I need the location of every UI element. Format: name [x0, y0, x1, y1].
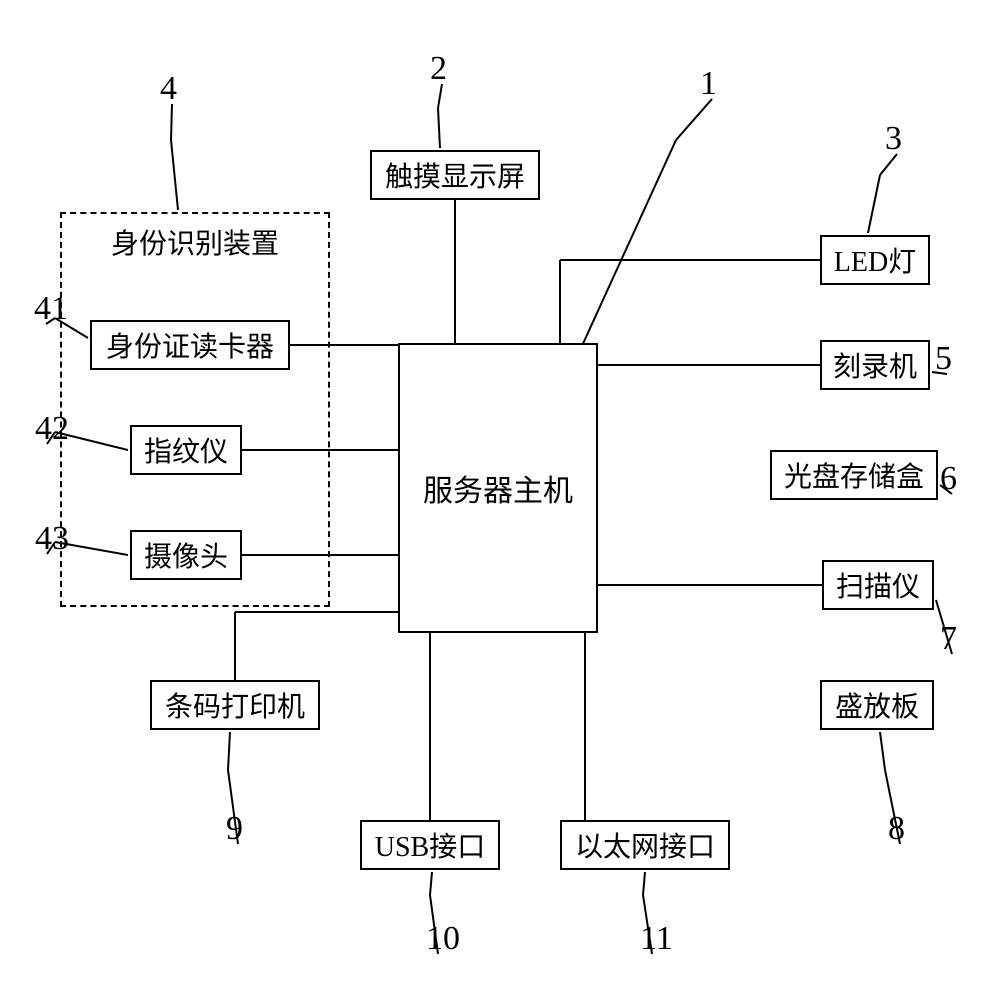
callout-number-11: 11 — [640, 920, 673, 958]
eth_port-block: 以太网接口 — [560, 820, 730, 870]
callout-number-10: 10 — [426, 920, 460, 958]
callout-number-8: 8 — [888, 810, 905, 848]
diagram-canvas: 身份识别装置服务器主机 触摸显示屏 LED灯刻录机光盘存储盒扫描仪盛放板 条码打印机 U… — [0, 0, 983, 1000]
camera-block: 摄像头 — [130, 530, 242, 580]
callout-number-9: 9 — [226, 810, 243, 848]
id_card_reader-label: 身份证读卡器 — [106, 325, 274, 365]
callout-number-6: 6 — [940, 460, 957, 498]
camera-label: 摄像头 — [144, 535, 228, 575]
disk_box-label: 光盘存储盒 — [784, 455, 924, 495]
led_light-block: LED灯 — [820, 235, 930, 285]
server-host-block: 服务器主机 — [398, 343, 598, 633]
disk_box-block: 光盘存储盒 — [770, 450, 938, 500]
usb_port-label: USB接口 — [375, 825, 485, 865]
barcode_printer-label: 条码打印机 — [165, 685, 305, 725]
fingerprint-label: 指纹仪 — [144, 430, 228, 470]
burner-block: 刻录机 — [820, 340, 930, 390]
touch_screen-label: 触摸显示屏 — [385, 155, 525, 195]
callout-number-42: 42 — [35, 410, 69, 448]
usb_port-block: USB接口 — [360, 820, 500, 870]
eth_port-label: 以太网接口 — [575, 825, 715, 865]
callout-number-7: 7 — [940, 620, 957, 658]
callout-number-43: 43 — [35, 520, 69, 558]
led_light-label: LED灯 — [834, 240, 916, 280]
burner-label: 刻录机 — [833, 345, 917, 385]
scanner-block: 扫描仪 — [822, 560, 934, 610]
touch_screen-block: 触摸显示屏 — [370, 150, 540, 200]
callout-number-3: 3 — [885, 120, 902, 158]
callout-number-5: 5 — [935, 340, 952, 378]
fingerprint-block: 指纹仪 — [130, 425, 242, 475]
tray-label: 盛放板 — [835, 685, 919, 725]
scanner-label: 扫描仪 — [836, 565, 920, 605]
tray-block: 盛放板 — [820, 680, 934, 730]
callout-number-41: 41 — [34, 290, 68, 328]
id_card_reader-block: 身份证读卡器 — [90, 320, 290, 370]
callout-number-1: 1 — [700, 65, 717, 103]
server-host-label: 服务器主机 — [423, 466, 573, 510]
barcode_printer-block: 条码打印机 — [150, 680, 320, 730]
identity-device-group-title: 身份识别装置 — [111, 222, 279, 262]
callout-number-2: 2 — [430, 50, 447, 88]
callout-number-4: 4 — [160, 70, 177, 108]
